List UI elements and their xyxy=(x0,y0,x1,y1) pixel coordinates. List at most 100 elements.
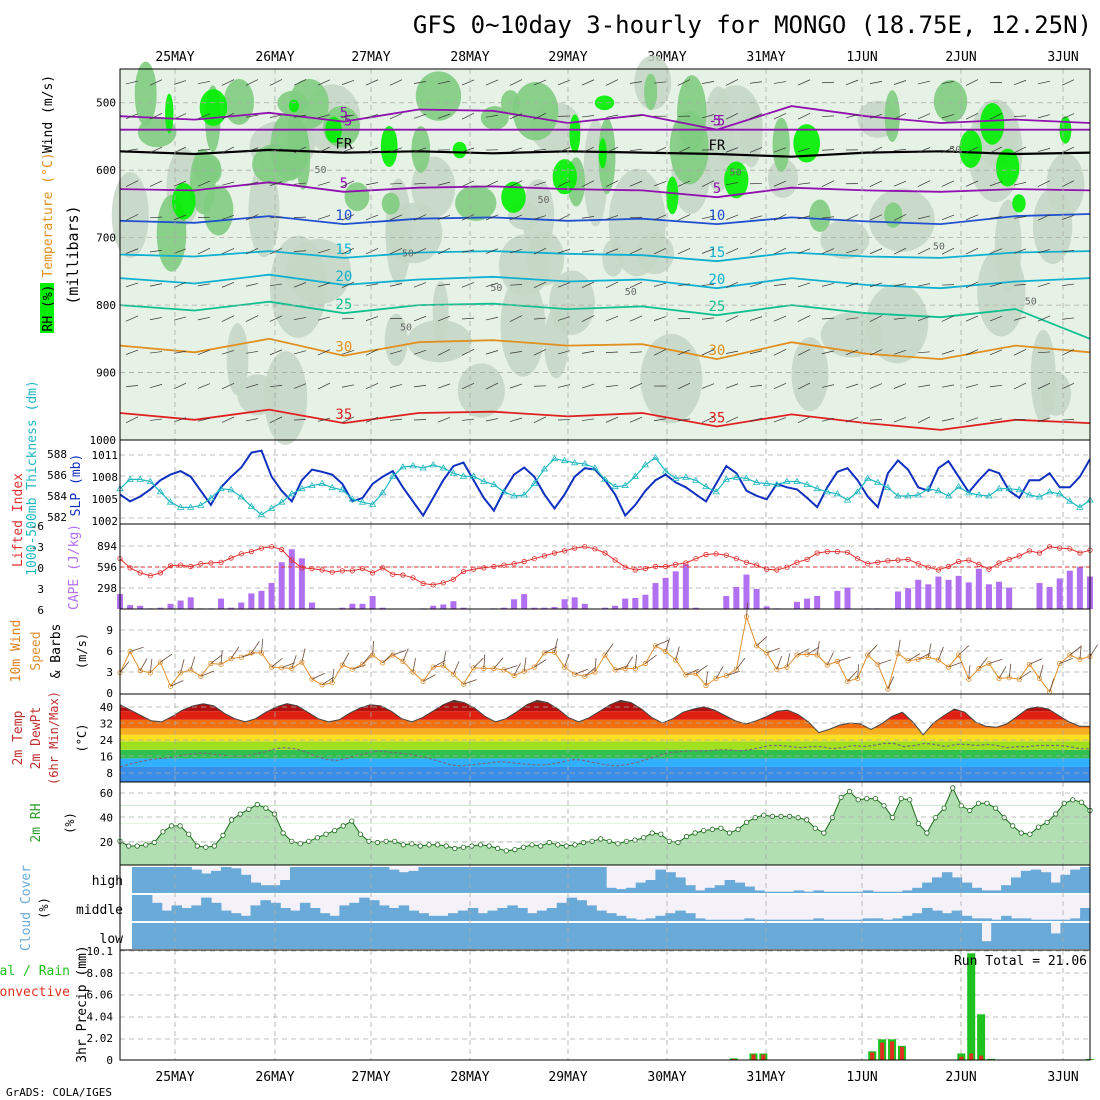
wind-speed-point xyxy=(572,671,578,677)
rh-point xyxy=(186,831,192,837)
lifted-index-point xyxy=(137,570,143,576)
cloud-cell-middle xyxy=(823,919,834,921)
cloud-cell-low xyxy=(1080,923,1091,949)
thickness-tick-label: 586 xyxy=(47,469,67,482)
wind-barb xyxy=(1061,348,1075,356)
cloud-cell-high xyxy=(359,867,370,893)
cloud-cell-low xyxy=(151,923,163,949)
lifted-index-point xyxy=(400,572,406,578)
wind-barb xyxy=(389,182,403,185)
cape-bar xyxy=(349,603,356,609)
rh-point xyxy=(417,843,423,849)
rh-point xyxy=(126,843,132,849)
wind-barb xyxy=(797,282,811,288)
cloud-cell-middle xyxy=(141,895,153,921)
wind-barb xyxy=(869,180,883,187)
cloud-cell-low xyxy=(694,923,706,949)
lifted-index-point xyxy=(359,565,366,572)
rh-region-humid xyxy=(884,90,900,143)
thickness-point xyxy=(520,491,528,498)
rh-region-moist xyxy=(432,281,449,343)
cloud-cell-high xyxy=(408,870,419,893)
cape-bar xyxy=(581,603,588,609)
wind-barb xyxy=(485,180,499,187)
date-label-bottom: 29MAY xyxy=(548,1070,587,1085)
wind-speed-point xyxy=(1026,661,1033,667)
rh-point xyxy=(769,813,776,820)
wind-tick-label: 6 xyxy=(106,645,113,658)
wind-barb xyxy=(797,315,811,322)
wind-barb xyxy=(365,79,379,86)
wind-barb xyxy=(293,383,307,389)
wind-barb xyxy=(317,181,331,186)
wind-barb xyxy=(437,383,451,389)
wind-barb xyxy=(887,676,895,690)
rh-point xyxy=(143,842,149,848)
wind-barb xyxy=(893,80,907,85)
wind-barb xyxy=(965,247,979,255)
cloud-cell-middle xyxy=(448,913,459,921)
cloud-cell-low xyxy=(497,923,508,949)
chart-title: GFS 0~10day 3-hourly for MONGO (18.75E, … xyxy=(413,11,1092,39)
rh-point xyxy=(512,846,518,853)
thickness-point xyxy=(227,486,235,493)
wind-barb xyxy=(461,349,475,356)
wind-barb xyxy=(485,79,499,86)
precip-tick-label: 2.02 xyxy=(87,1032,114,1045)
wind-speed-point xyxy=(289,665,295,672)
wind-barb xyxy=(125,385,139,387)
lifted-index-point xyxy=(794,559,800,565)
wind-barb xyxy=(382,652,393,664)
cloud-cell-low xyxy=(339,923,350,949)
cloud-cell-low xyxy=(220,923,232,949)
cloud-cell-high xyxy=(645,880,657,893)
cloud-cell-high xyxy=(181,867,192,893)
wind-barb xyxy=(869,282,883,288)
cloud-cell-low xyxy=(349,923,360,949)
temp-axis-label-3: (6hr Min/Max) xyxy=(47,691,61,785)
rh-region-saturated xyxy=(552,159,577,195)
wind-barb xyxy=(245,283,259,287)
cloud-cell-high xyxy=(319,867,331,893)
wind-barb xyxy=(341,317,355,320)
rh-point xyxy=(323,831,329,837)
wind-barb xyxy=(701,416,715,423)
wind-barb xyxy=(533,215,547,220)
wind-barb xyxy=(533,416,547,424)
thickness-point xyxy=(1015,486,1024,493)
cloud-cell-high xyxy=(764,891,775,893)
cloud-cell-high xyxy=(378,867,390,893)
precip-total-label: Total / Rain xyxy=(0,964,70,979)
pressure-tick-label: 600 xyxy=(96,164,116,177)
wind-barb xyxy=(173,180,187,187)
wind-barb xyxy=(245,248,259,255)
wind-barb xyxy=(917,215,931,220)
wind-barb xyxy=(677,214,691,221)
wind-barb xyxy=(605,416,619,423)
cloud-cell-low xyxy=(566,923,578,949)
cape-bar xyxy=(177,600,184,609)
wind-barb xyxy=(221,181,235,186)
lifted-index-point xyxy=(662,563,669,570)
wind-barb xyxy=(149,283,163,287)
wind-barb xyxy=(797,215,811,220)
lifted-index-point xyxy=(1036,550,1043,556)
temperature-contour-label: 10 xyxy=(335,208,352,224)
cloud-cell-low xyxy=(645,923,657,949)
date-label-bottom: 2JUN xyxy=(945,1070,976,1085)
wind-barb xyxy=(1061,250,1075,253)
rh-region-humid xyxy=(512,81,559,141)
rh-region-saturated xyxy=(598,138,607,169)
thickness-point xyxy=(540,465,549,472)
cloud-cell-middle xyxy=(714,919,726,921)
cloud-cell-low xyxy=(991,923,1002,949)
cloud-cell-high xyxy=(280,880,291,893)
wind-barb xyxy=(245,350,259,354)
cape-bar xyxy=(288,549,295,609)
wind-barb xyxy=(210,654,223,664)
temp-axis-label-1: 2m Temp xyxy=(11,710,26,765)
thickness-point xyxy=(298,484,306,492)
wind-barb xyxy=(389,418,403,421)
wind-barb xyxy=(869,81,883,84)
wind-barb xyxy=(605,215,619,220)
